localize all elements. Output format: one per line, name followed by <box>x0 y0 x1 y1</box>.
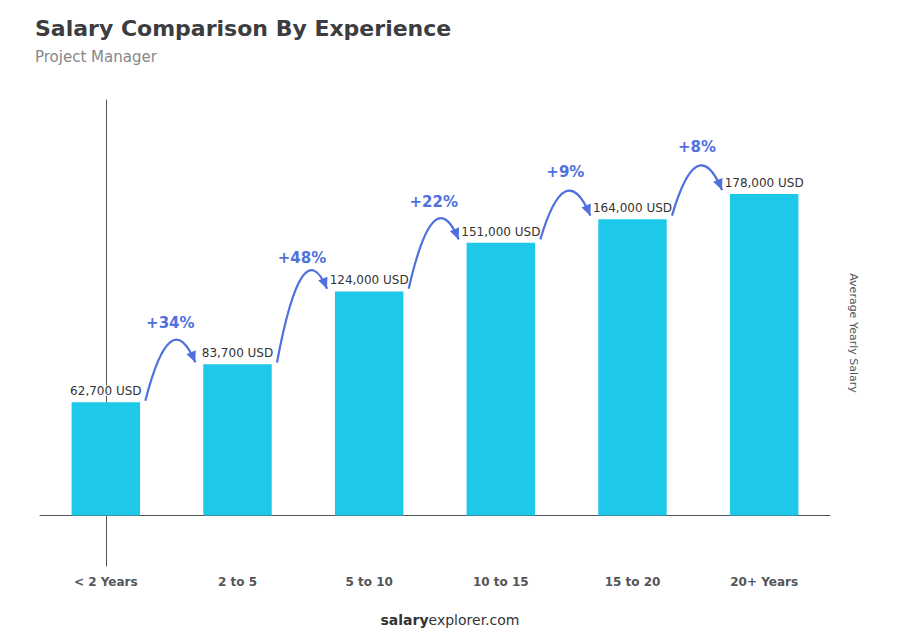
svg-text:20+ Years: 20+ Years <box>730 575 798 589</box>
svg-text:5 to 10: 5 to 10 <box>345 575 392 589</box>
svg-text:15 to 20: 15 to 20 <box>605 575 661 589</box>
svg-text:+8%: +8% <box>678 138 716 156</box>
svg-text:+48%: +48% <box>278 249 326 267</box>
svg-text:10 to 15: 10 to 15 <box>473 575 529 589</box>
svg-text:Salary Comparison By Experienc: Salary Comparison By Experience <box>35 16 451 41</box>
svg-text:explorer.com: explorer.com <box>429 612 520 628</box>
svg-text:124,000 USD: 124,000 USD <box>330 273 409 287</box>
svg-text:+9%: +9% <box>546 163 584 181</box>
svg-text:Average Yearly Salary: Average Yearly Salary <box>847 273 860 393</box>
svg-text:62,700 USD: 62,700 USD <box>70 384 141 398</box>
svg-text:Project Manager: Project Manager <box>35 48 158 66</box>
svg-text:+34%: +34% <box>146 314 194 332</box>
svg-text:151,000 USD: 151,000 USD <box>461 225 540 239</box>
svg-text:+22%: +22% <box>409 193 457 211</box>
svg-text:178,000 USD: 178,000 USD <box>725 176 804 190</box>
svg-text:164,000 USD: 164,000 USD <box>593 201 672 215</box>
svg-text:salary: salary <box>381 612 429 628</box>
svg-text:2 to 5: 2 to 5 <box>218 575 257 589</box>
svg-text:83,700 USD: 83,700 USD <box>202 346 273 360</box>
svg-text:< 2 Years: < 2 Years <box>74 575 138 589</box>
